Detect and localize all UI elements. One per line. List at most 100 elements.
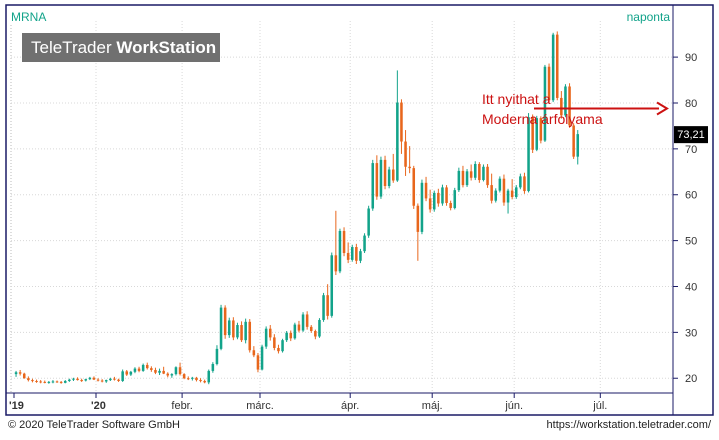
candle-body bbox=[35, 380, 38, 382]
candle bbox=[408, 146, 411, 174]
candle-body bbox=[256, 355, 260, 370]
candle bbox=[162, 366, 165, 375]
period-label: naponta bbox=[627, 10, 671, 24]
candle bbox=[523, 172, 526, 194]
annotation-arrow bbox=[534, 101, 669, 116]
candle-body bbox=[428, 198, 432, 210]
candle bbox=[182, 373, 186, 380]
candle bbox=[318, 318, 321, 338]
candle bbox=[150, 366, 153, 372]
candle-body bbox=[502, 178, 506, 203]
candle bbox=[539, 116, 543, 144]
candle-body bbox=[211, 364, 215, 371]
candle-body bbox=[568, 86, 571, 126]
candle bbox=[412, 165, 416, 209]
candle bbox=[322, 292, 325, 322]
y-tick-label: 60 bbox=[685, 190, 697, 202]
candle bbox=[457, 167, 461, 192]
candle bbox=[211, 362, 215, 373]
candle bbox=[174, 366, 178, 376]
candle bbox=[203, 379, 206, 384]
candle-body bbox=[350, 247, 354, 260]
x-tick-label: '19 bbox=[9, 400, 24, 412]
candle-body bbox=[498, 178, 502, 191]
candle-body bbox=[285, 332, 288, 341]
candle bbox=[445, 185, 448, 206]
logo-light-text: TeleTrader bbox=[31, 38, 116, 57]
x-tick-label: márc. bbox=[246, 400, 274, 412]
candle-body bbox=[125, 371, 129, 375]
ticker-label: MRNA bbox=[11, 10, 46, 24]
candle-body bbox=[560, 97, 563, 116]
candle-body bbox=[465, 171, 469, 186]
copyright-text: © 2020 TeleTrader Software GmbH bbox=[8, 419, 180, 431]
x-tick-label: '20 bbox=[91, 400, 106, 412]
candle bbox=[355, 243, 358, 265]
candle bbox=[301, 312, 305, 332]
candle-body bbox=[191, 377, 194, 379]
candle-body bbox=[47, 381, 51, 383]
candle-body bbox=[391, 169, 395, 181]
candle-body bbox=[252, 350, 256, 356]
candle bbox=[494, 188, 498, 203]
candle-body bbox=[445, 187, 448, 203]
x-tick-label: jún. bbox=[504, 400, 523, 412]
candle bbox=[346, 242, 350, 264]
candle bbox=[232, 317, 235, 341]
candle bbox=[14, 370, 18, 377]
candle-body bbox=[506, 190, 510, 203]
candle bbox=[248, 319, 252, 353]
svg-text:TeleTrader WorkStation: TeleTrader WorkStation bbox=[31, 38, 216, 57]
candle bbox=[109, 377, 112, 381]
candle-body bbox=[166, 373, 170, 376]
candle-body bbox=[293, 324, 297, 339]
candle bbox=[334, 210, 338, 276]
candle-body bbox=[322, 295, 325, 320]
candle bbox=[18, 369, 22, 376]
candle-body bbox=[51, 381, 55, 383]
candle bbox=[273, 334, 276, 351]
candle bbox=[92, 376, 96, 381]
candle bbox=[391, 153, 395, 183]
candle-body bbox=[338, 230, 342, 272]
candle bbox=[461, 165, 465, 188]
candle bbox=[113, 376, 116, 381]
candle-body bbox=[383, 159, 387, 187]
candle bbox=[72, 377, 75, 381]
candle-body bbox=[109, 378, 112, 381]
candle bbox=[486, 164, 489, 188]
candle-body bbox=[27, 378, 30, 381]
candle bbox=[84, 378, 88, 382]
candle-body bbox=[297, 324, 301, 331]
candle bbox=[219, 304, 223, 351]
candle bbox=[309, 325, 313, 333]
candle bbox=[387, 166, 391, 189]
candle-body bbox=[437, 192, 440, 204]
candle-body bbox=[564, 86, 567, 116]
candle-body bbox=[527, 117, 530, 192]
candle bbox=[404, 130, 407, 176]
candle bbox=[256, 353, 260, 373]
candle bbox=[560, 91, 563, 119]
candle-body bbox=[494, 190, 498, 201]
candle-body bbox=[441, 187, 444, 204]
candle-body bbox=[363, 235, 366, 252]
candle-body bbox=[519, 176, 522, 188]
candle-body bbox=[309, 326, 313, 331]
candle bbox=[158, 368, 161, 376]
candle-body bbox=[195, 377, 198, 381]
candle-body bbox=[158, 370, 161, 373]
candle-body bbox=[482, 166, 485, 181]
candle bbox=[51, 380, 55, 384]
candle-body bbox=[154, 369, 157, 373]
candle bbox=[473, 161, 477, 181]
candle-body bbox=[145, 364, 149, 369]
candle bbox=[527, 113, 530, 193]
candle bbox=[531, 114, 534, 153]
x-tick-label: júl. bbox=[592, 400, 607, 412]
candle-body bbox=[396, 102, 399, 181]
candle bbox=[88, 376, 92, 381]
candle-body bbox=[113, 378, 116, 380]
candle-body bbox=[141, 364, 145, 371]
candle-body bbox=[84, 379, 88, 381]
